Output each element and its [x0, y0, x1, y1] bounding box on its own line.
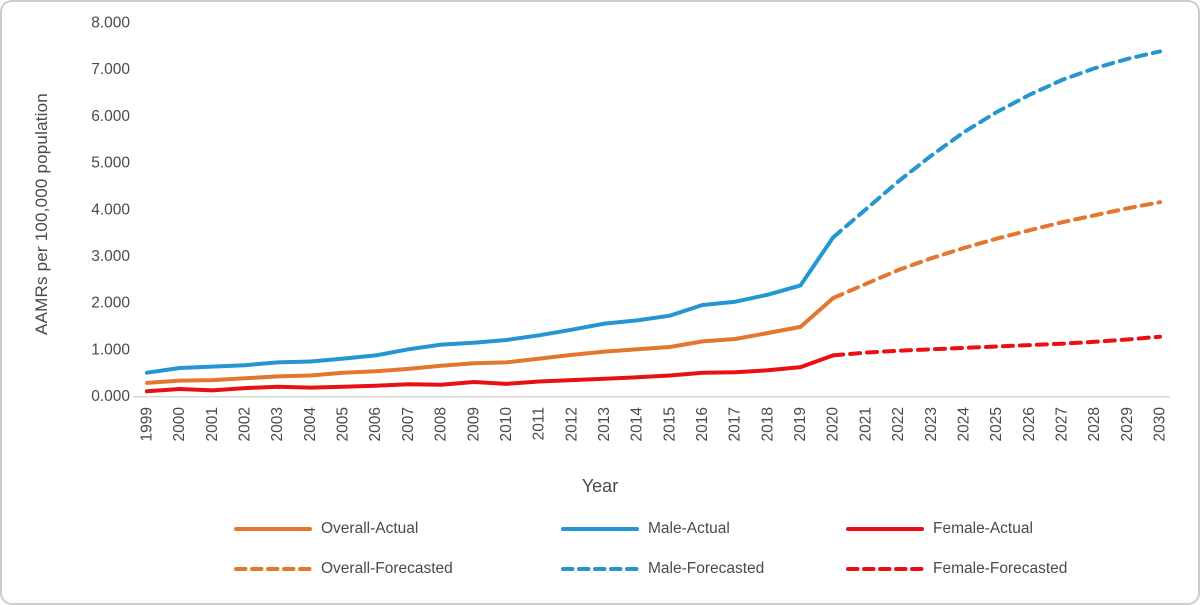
x-axis-tick-label: 2022	[890, 407, 907, 441]
x-axis-tick-label: 2018	[759, 407, 776, 441]
x-axis-tick-label: 2007	[400, 407, 417, 441]
x-axis-tick-label: 2003	[269, 407, 286, 441]
x-axis-tick-label: 1999	[139, 407, 156, 441]
x-axis-tick-label: 2016	[694, 407, 711, 441]
x-axis-tick-label: 2025	[988, 407, 1005, 441]
x-axis-tick-label: 2001	[204, 407, 221, 441]
series-line-male-forecasted	[831, 49, 1162, 240]
series-line-female-actual	[145, 353, 836, 394]
x-axis-tick-label: 2027	[1053, 407, 1070, 441]
x-axis-tick-label: 2014	[629, 407, 646, 442]
x-axis-tick-label: 2017	[727, 407, 744, 441]
x-axis-tick-label: 2019	[792, 407, 809, 441]
x-axis-tick-label: 2009	[465, 407, 482, 441]
y-axis-tick-label: 1.000	[91, 341, 130, 358]
x-axis-tick-label: 2015	[661, 407, 678, 441]
y-axis-tick-label: 0.000	[91, 388, 130, 405]
x-axis-tick-label: 2004	[302, 407, 319, 442]
x-axis-tick-label: 2020	[825, 407, 842, 442]
x-axis-tick-label: 2024	[955, 407, 972, 442]
x-axis-tick-label: 2030	[1152, 407, 1169, 442]
x-axis-tick-label: 2005	[335, 407, 352, 441]
x-axis-tick-label: 2026	[1021, 407, 1038, 441]
series-line-overall-actual	[145, 296, 836, 385]
series-line-female-forecasted	[831, 334, 1162, 358]
x-axis-tick-label: 2021	[857, 407, 874, 441]
x-axis-tick-label: 2008	[433, 407, 450, 441]
series-line-male-actual	[145, 235, 836, 375]
series-line-overall-forecasted	[831, 200, 1162, 300]
x-axis-tick-label: 2002	[237, 407, 254, 441]
x-axis-tick-label: 2023	[923, 407, 940, 441]
x-axis-tick-label: 2013	[596, 407, 613, 441]
x-axis-tick-label: 2029	[1119, 407, 1136, 441]
x-axis-tick-label: 2028	[1086, 407, 1103, 441]
y-axis-tick-label: 6.000	[91, 108, 130, 125]
x-axis-tick-label: 2011	[531, 407, 548, 440]
x-axis-tick-label: 2012	[563, 407, 580, 441]
y-axis-tick-label: 3.000	[91, 248, 130, 265]
y-axis-tick-label: 7.000	[91, 61, 130, 78]
y-axis-tick-label: 2.000	[91, 295, 130, 312]
y-axis-tick-label: 5.000	[91, 155, 130, 172]
x-axis-tick-label: 2000	[171, 407, 188, 442]
y-axis-tick-label: 4.000	[91, 201, 130, 218]
y-axis-title: AAMRs per 100,000 population	[32, 93, 51, 335]
x-axis-title: Year	[581, 476, 619, 496]
y-axis-tick-label: 8.000	[91, 15, 130, 32]
x-axis-tick-label: 2006	[367, 407, 384, 441]
x-axis-tick-label: 2010	[498, 407, 515, 442]
